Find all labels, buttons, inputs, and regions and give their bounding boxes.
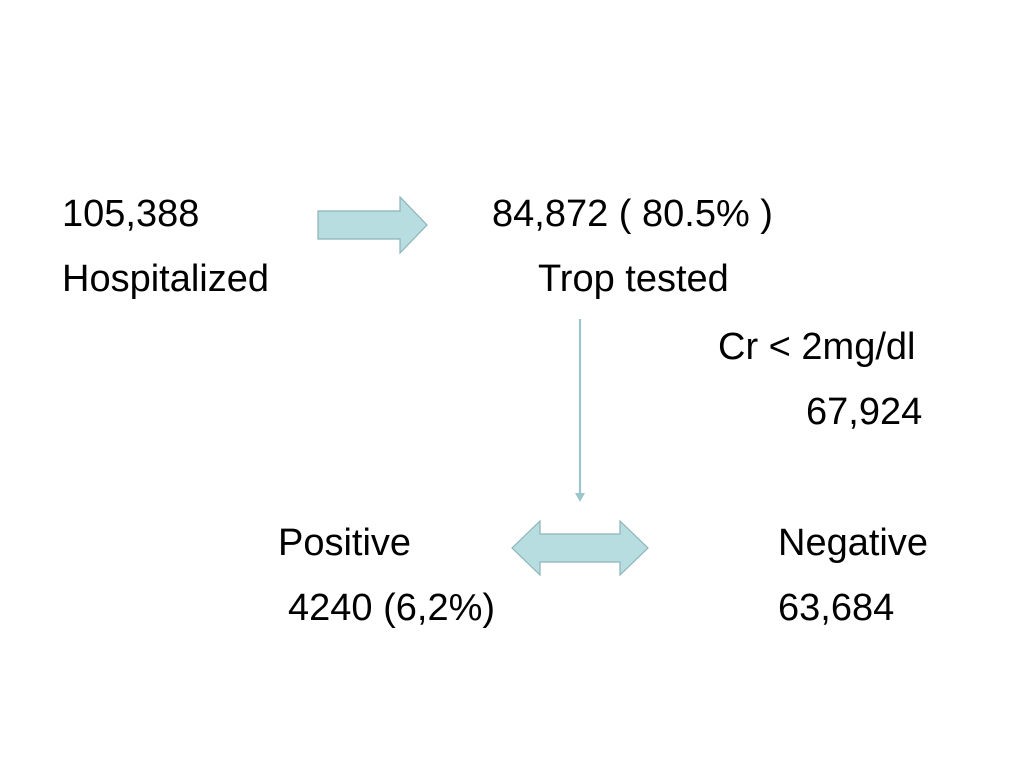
- right-block-arrow-shape: [317, 195, 428, 255]
- positive-label: Positive: [278, 522, 412, 564]
- negative-count: 63,684: [778, 587, 895, 629]
- trop-tested-label: Trop tested: [538, 258, 729, 300]
- creatinine-criterion: Cr < 2mg/dl: [718, 326, 916, 368]
- trop-tested-count: 84,872 ( 80.5% ): [492, 193, 773, 235]
- creatinine-count: 67,924: [806, 391, 923, 433]
- hospitalized-count: 105,388: [62, 193, 200, 235]
- negative-label: Negative: [778, 522, 928, 564]
- hospitalized-label: Hospitalized: [62, 258, 269, 300]
- positive-count: 4240 (6,2%): [288, 587, 496, 629]
- down-connector-head: [575, 493, 585, 502]
- left-right-block-arrow-shape: [511, 519, 649, 577]
